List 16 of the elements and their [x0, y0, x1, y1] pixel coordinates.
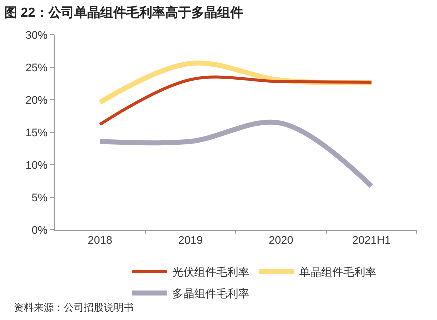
y-tick-label: 15% [26, 127, 48, 140]
y-tick-label: 5% [32, 192, 48, 204]
x-tick-label: 2018 [88, 235, 112, 248]
y-tick-label: 0% [32, 224, 48, 237]
y-tick-label: 10% [26, 160, 48, 172]
x-tick-label: 2021H1 [352, 235, 392, 248]
legend-label: 多晶组件毛利率 [172, 288, 250, 301]
y-tick-label: 25% [26, 62, 48, 74]
legend-label: 单晶组件毛利率 [299, 266, 376, 280]
x-tick-label: 2019 [178, 235, 203, 248]
legend-label: 光伏组件毛利率 [172, 266, 250, 280]
y-tick-label: 30% [26, 30, 48, 42]
text: 资料来源：公司招股说明书 [14, 302, 134, 314]
x-tick-label: 2020 [269, 235, 294, 248]
y-tick-label: 20% [26, 94, 48, 107]
chart-title: 图 22：公司单晶组件毛利率高于多晶组件 [4, 5, 244, 20]
